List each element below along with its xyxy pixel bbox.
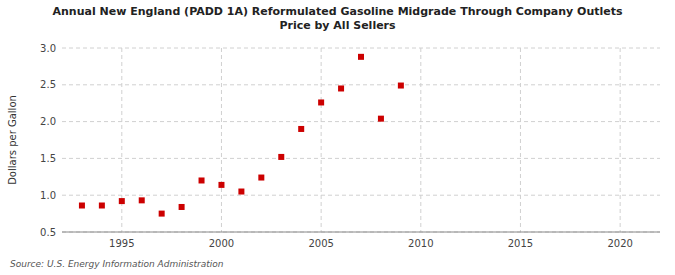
point <box>238 189 244 195</box>
y-grid-line <box>62 84 660 85</box>
x-tick-label: 1995 <box>109 238 134 249</box>
x-grid-line <box>620 48 621 232</box>
point <box>99 203 105 209</box>
y-grid-line <box>62 232 660 233</box>
y-tick-label: 2.5 <box>40 79 56 90</box>
point <box>298 126 304 132</box>
x-grid-line <box>121 48 122 232</box>
x-tick-label: 2010 <box>408 238 433 249</box>
point <box>338 85 344 91</box>
point <box>258 175 264 181</box>
y-grid-line <box>62 121 660 122</box>
point <box>139 197 145 203</box>
source: Source: U.S. Energy Information Administ… <box>10 259 224 269</box>
x-tick-label: 2020 <box>607 238 632 249</box>
point <box>318 99 324 105</box>
y-axis-label: Dollars per Gallon <box>7 95 18 185</box>
x-tick-label: 2005 <box>308 238 333 249</box>
x-grid-line <box>221 48 222 232</box>
point <box>159 211 165 217</box>
x-tick-label: 2000 <box>209 238 234 249</box>
y-tick-label: 0.5 <box>40 227 56 238</box>
x-tick-label: 2015 <box>508 238 533 249</box>
point <box>398 83 404 89</box>
point <box>199 177 205 183</box>
point <box>358 54 364 60</box>
point <box>179 204 185 210</box>
points <box>79 54 404 217</box>
x-axis-line <box>62 232 660 233</box>
y-tick-label: 3.0 <box>40 43 56 54</box>
y-grid-line <box>62 195 660 196</box>
x-grid-line <box>420 48 421 232</box>
point <box>119 198 125 204</box>
point <box>218 182 224 188</box>
point <box>278 154 284 160</box>
y-tick-label: 2.0 <box>40 116 56 127</box>
y-grid-line <box>62 158 660 159</box>
grid <box>62 48 660 232</box>
title: Annual New England (PADD 1A) Reformulate… <box>52 5 622 32</box>
chart: Annual New England (PADD 1A) Reformulate… <box>0 0 675 275</box>
x-grid-line <box>321 48 322 232</box>
point <box>378 116 384 122</box>
y-tick-label: 1.0 <box>40 190 56 201</box>
point <box>79 203 85 209</box>
y-grid-line <box>62 48 660 49</box>
y-tick-label: 1.5 <box>40 153 56 164</box>
x-grid-line <box>520 48 521 232</box>
